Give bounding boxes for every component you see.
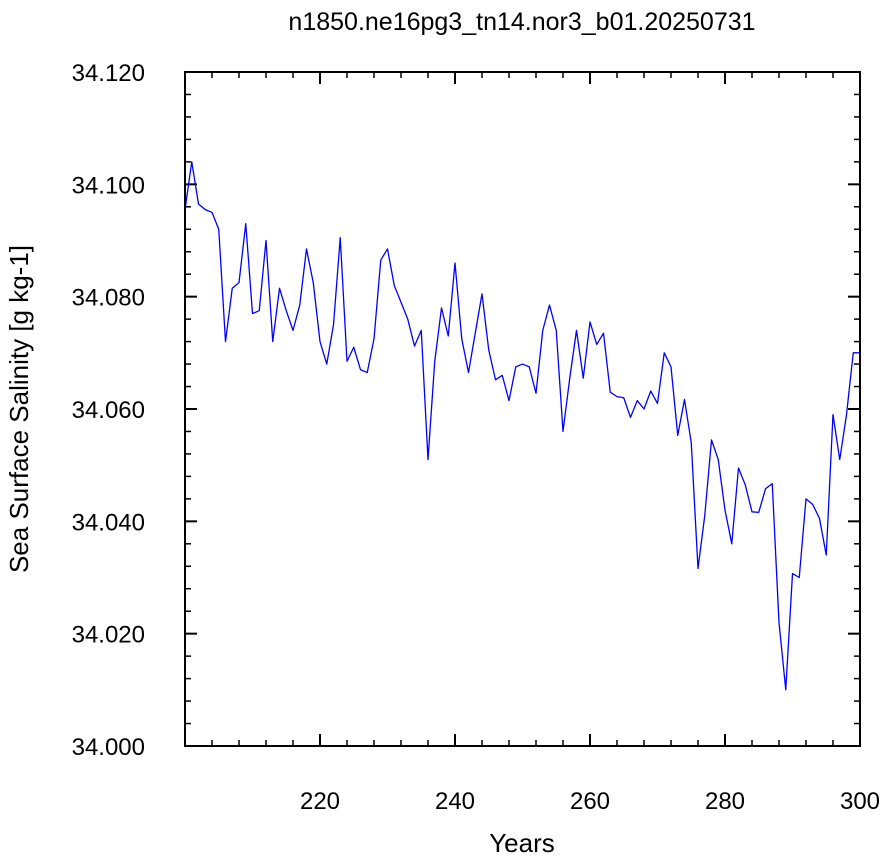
y-axis-label: Sea Surface Salinity [g kg-1] [4, 245, 34, 573]
y-tick-label: 34.020 [72, 622, 145, 649]
x-tick-label: 220 [300, 788, 340, 815]
x-axis-label: Years [489, 828, 555, 858]
salinity-series-line [184, 161, 860, 691]
major-ticks [185, 71, 861, 747]
y-tick-label: 34.000 [72, 734, 145, 761]
x-tick-label: 240 [435, 788, 475, 815]
y-tick-label: 34.040 [72, 509, 145, 536]
x-tick-label: 260 [570, 788, 610, 815]
y-tick-label: 34.060 [72, 397, 145, 424]
y-tick-label: 34.100 [72, 172, 145, 199]
chart-title: n1850.ne16pg3_tn14.nor3_b01.20250731 [288, 8, 755, 36]
y-tick-label: 34.120 [72, 60, 145, 87]
y-tick-label: 34.080 [72, 285, 145, 312]
x-tick-label: 280 [705, 788, 745, 815]
minor-ticks [184, 71, 861, 747]
x-tick-label: 300 [840, 788, 880, 815]
y-tick-labels: 34.000 34.020 34.040 34.060 34.080 34.100 34.1… [72, 60, 145, 761]
x-tick-labels: 220 240 260 280 300 [300, 788, 880, 815]
series-layer [184, 161, 860, 691]
plot-frame [184, 71, 861, 747]
